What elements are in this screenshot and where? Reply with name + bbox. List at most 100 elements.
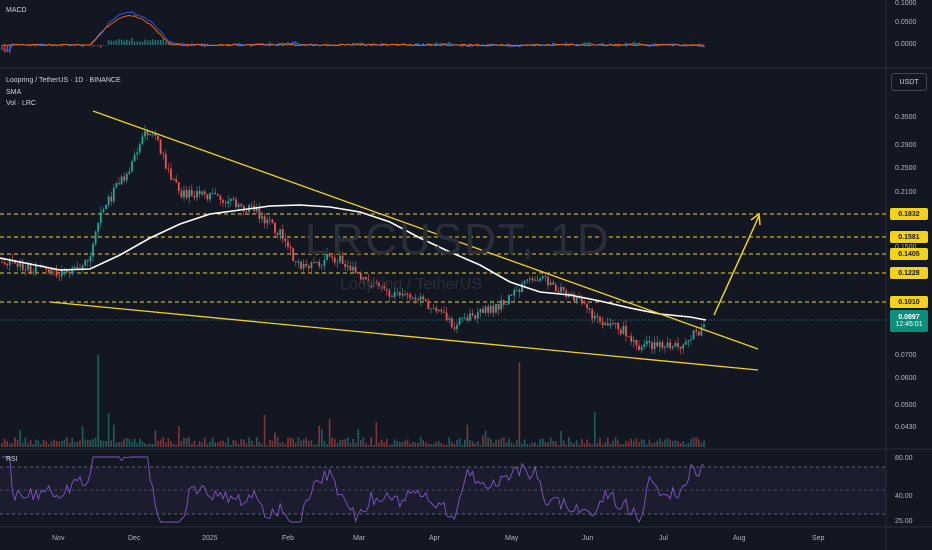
volume-bar xyxy=(227,437,229,447)
volume-bar xyxy=(573,443,575,447)
macd-histogram-bar xyxy=(110,40,112,45)
candle-body xyxy=(362,277,365,280)
candle-body xyxy=(297,261,300,263)
level-badge-0.1228[interactable]: 0.1228 xyxy=(890,267,928,279)
candle-body xyxy=(591,309,594,319)
volume-bar xyxy=(191,443,193,447)
level-badge-0.1832[interactable]: 0.1832 xyxy=(890,208,928,220)
candle-body xyxy=(682,344,685,349)
price-tick: 0.2500 xyxy=(895,165,917,172)
volume-bar xyxy=(188,437,190,447)
candle-body xyxy=(703,324,705,328)
candle-body xyxy=(700,327,703,336)
volume-bar xyxy=(292,438,294,447)
time-label: Jul xyxy=(659,535,668,542)
volume-bar xyxy=(61,440,63,447)
current-price-badge[interactable]: 0.0897 12:45:01 xyxy=(890,310,928,332)
macd-histogram-bar xyxy=(16,45,19,46)
symbol-title[interactable]: Loopring / TetherUS · 1D · BINANCE xyxy=(6,77,121,84)
volume-bar xyxy=(94,437,97,447)
level-badge-0.1010[interactable]: 0.1010 xyxy=(890,296,928,308)
currency-unit-button[interactable]: USDT xyxy=(891,73,927,91)
volume-bar xyxy=(32,443,34,447)
candle-body xyxy=(136,152,139,155)
price-tick: 0.0430 xyxy=(895,424,917,431)
candle-body xyxy=(505,304,508,305)
volume-bar xyxy=(414,442,417,447)
macd-histogram-bar xyxy=(315,44,318,46)
volume-bar xyxy=(692,437,695,447)
candle-body xyxy=(474,315,477,319)
candle-body xyxy=(58,275,61,277)
volume-bar xyxy=(594,412,596,447)
candle-body xyxy=(526,279,529,281)
candle-body xyxy=(596,315,599,318)
macd-histogram-bar xyxy=(105,45,107,46)
candle-body xyxy=(63,270,66,272)
macd-histogram-bar xyxy=(100,45,102,48)
candle-body xyxy=(159,139,162,154)
volume-bar xyxy=(110,440,112,447)
candle-body xyxy=(497,304,500,310)
candle-body xyxy=(430,308,432,310)
volume-bar xyxy=(640,438,643,447)
level-badge-0.1581[interactable]: 0.1581 xyxy=(890,231,928,243)
sma-indicator-label[interactable]: SMA xyxy=(6,89,22,96)
volume-bar xyxy=(604,442,606,447)
volume-indicator-label[interactable]: Vol · LRC xyxy=(6,100,36,107)
volume-bar xyxy=(258,441,261,447)
candle-body xyxy=(692,330,695,340)
candle-body xyxy=(172,178,175,180)
volume-bar xyxy=(84,439,86,447)
candle-body xyxy=(263,216,266,224)
volume-bar xyxy=(401,441,404,447)
candle-body xyxy=(188,189,191,198)
volume-bar xyxy=(469,440,471,447)
candle-body xyxy=(570,293,573,295)
volume-bar xyxy=(435,441,437,447)
macd-pane-label[interactable]: MACD xyxy=(6,7,27,14)
wedge-upper-trendline[interactable] xyxy=(92,110,759,350)
volume-bar xyxy=(321,429,323,447)
volume-bar xyxy=(126,438,128,447)
candle-body xyxy=(440,309,443,312)
volume-bar xyxy=(586,439,588,447)
candle-body xyxy=(214,192,217,195)
volume-bar xyxy=(3,438,6,447)
candle-body xyxy=(638,345,640,350)
volume-bar xyxy=(323,441,326,447)
candle-body xyxy=(450,318,453,328)
level-badge-0.1405[interactable]: 0.1405 xyxy=(890,248,928,260)
volume-bar xyxy=(656,440,658,447)
volume-bar xyxy=(422,440,424,447)
candle-body xyxy=(627,336,630,338)
projection-arrow[interactable] xyxy=(713,215,760,316)
volume-bar xyxy=(508,438,510,447)
candle-body xyxy=(669,342,672,349)
macd-histogram-bar xyxy=(630,45,632,46)
macd-histogram-bar xyxy=(357,43,359,45)
volume-bar xyxy=(139,438,141,447)
candle-body xyxy=(281,229,284,239)
wedge-lower-trendline[interactable] xyxy=(49,301,759,371)
candle-body xyxy=(328,253,331,257)
volume-bar xyxy=(539,439,541,447)
volume-bar xyxy=(9,443,11,447)
candle-body xyxy=(380,286,383,287)
macd-histogram-bar xyxy=(646,43,648,45)
candle-body xyxy=(115,183,118,188)
rsi-pane-label[interactable]: RSI xyxy=(6,456,18,463)
volume-bar xyxy=(607,437,609,447)
volume-bar xyxy=(211,437,214,447)
volume-bar xyxy=(282,442,284,447)
volume-bar xyxy=(620,444,622,447)
candle-body xyxy=(209,193,211,200)
volume-bar xyxy=(170,441,172,447)
volume-bar xyxy=(14,437,16,447)
candle-body xyxy=(81,265,84,270)
candle-body xyxy=(508,294,510,305)
macd-histogram-bar xyxy=(232,44,235,46)
volume-bar xyxy=(347,437,349,447)
volume-bar xyxy=(417,442,419,447)
